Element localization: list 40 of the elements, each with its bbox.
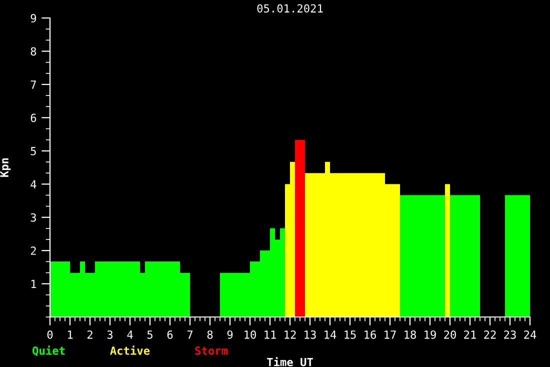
x-tick-label: 3 (107, 330, 113, 339)
x-tick-label: 1 (68, 330, 73, 339)
text: Storm (195, 346, 228, 355)
x-tick-label: 13 (304, 330, 316, 339)
x-tick-label: 17 (384, 330, 396, 339)
x-tick-label: 6 (167, 330, 173, 339)
x-tick-label: 21 (464, 330, 476, 339)
x-tick-label: 10 (244, 330, 256, 339)
y-tick-label: 4 (30, 180, 36, 188)
x-axis-title: Time UT (267, 357, 313, 366)
x-tick-label: 15 (344, 330, 356, 339)
x-tick-label: 7 (187, 330, 193, 339)
y-tick-label: 2 (30, 246, 36, 255)
x-tick-label: 18 (404, 330, 416, 339)
x-tick-label: 16 (364, 330, 376, 339)
y-tick-label: 7 (30, 80, 36, 89)
y-tick-label: 8 (30, 47, 36, 56)
y-tick-label: 1 (31, 280, 36, 288)
x-tick-label: 8 (207, 330, 213, 339)
x-tick-label: 19 (424, 330, 436, 339)
x-tick-label: 12 (284, 330, 296, 339)
text: Quiet (32, 346, 65, 356)
y-axis-title: Kpn (0, 158, 11, 177)
x-tick-label: 23 (504, 330, 516, 339)
x-tick-label: 24 (524, 330, 536, 339)
chart-title: 05.01.2021 (257, 4, 323, 13)
y-tick-label: 6 (30, 114, 36, 122)
x-tick-label: 9 (227, 330, 233, 339)
x-tick-label: 2 (87, 330, 92, 339)
x-tick-label: 20 (444, 330, 456, 339)
y-tick-label: 9 (30, 14, 36, 22)
x-tick-label: 0 (47, 330, 53, 339)
y-tick-label: 3 (30, 213, 36, 222)
x-tick-label: 22 (484, 330, 496, 339)
x-tick-label: 4 (127, 330, 133, 339)
x-tick-label: 5 (147, 330, 152, 339)
x-tick-label: 14 (324, 330, 336, 339)
x-tick-label: 11 (264, 330, 276, 339)
y-tick-label: 5 (30, 147, 36, 156)
text: Active (110, 346, 150, 355)
